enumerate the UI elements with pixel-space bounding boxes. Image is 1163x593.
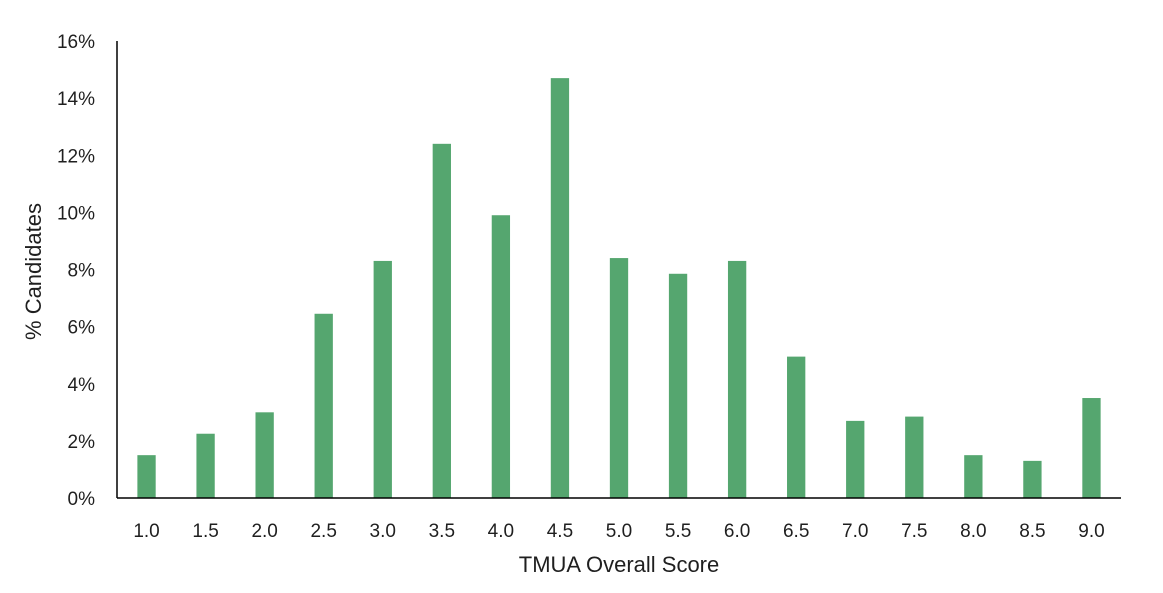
bar: [196, 433, 215, 498]
bar: [964, 455, 983, 498]
x-tick-label: 4.0: [488, 521, 514, 542]
x-tick-label: 8.5: [1019, 521, 1045, 542]
y-axis-title: % Candidates: [21, 203, 46, 340]
bar: [1082, 398, 1101, 498]
x-tick-label: 7.0: [842, 521, 868, 542]
x-tick-label: 4.5: [547, 521, 573, 542]
x-tick-label: 1.5: [192, 521, 218, 542]
y-tick-labels: 0% 2% 4% 6% 8% 10% 12% 14% 16%: [57, 32, 95, 510]
bar: [137, 455, 156, 498]
bar: [432, 143, 451, 498]
bar: [787, 356, 806, 498]
x-tick-label: 5.0: [606, 521, 632, 542]
bar: [314, 313, 333, 498]
x-tick-label: 2.5: [310, 521, 336, 542]
x-tick-label: 2.0: [251, 521, 277, 542]
bar: [1023, 460, 1042, 498]
x-tick-label: 1.0: [133, 521, 159, 542]
bar: [905, 416, 924, 498]
y-tick-label: 14%: [57, 89, 95, 110]
y-tick-label: 0%: [68, 489, 96, 510]
y-tick-label: 2%: [68, 432, 96, 453]
y-tick-label: 10%: [57, 203, 95, 224]
x-axis-title: TMUA Overall Score: [519, 552, 720, 577]
bar: [727, 260, 747, 498]
bar: [668, 273, 688, 498]
bar: [609, 258, 629, 498]
x-tick-labels: 1.0 1.5 2.0 2.5 3.0 3.5 4.0 4.5 5.0 5.5 6.0 6.5 7.0 7…: [133, 521, 1104, 542]
x-tick-label: 8.0: [960, 521, 986, 542]
y-tick-label: 8%: [68, 261, 96, 282]
y-tick-label: 16%: [57, 32, 95, 53]
bar: [846, 420, 865, 498]
x-tick-label: 5.5: [665, 521, 691, 542]
x-tick-label: 6.5: [783, 521, 809, 542]
x-tick-label: 6.0: [724, 521, 750, 542]
bar: [255, 412, 274, 498]
bar: [373, 260, 392, 498]
y-tick-label: 6%: [68, 318, 96, 339]
x-tick-label: 3.5: [429, 521, 455, 542]
x-tick-label: 9.0: [1078, 521, 1104, 542]
y-tick-label: 12%: [57, 146, 95, 167]
y-tick-label: 4%: [68, 375, 96, 396]
x-tick-label: 7.5: [901, 521, 927, 542]
bar: [491, 215, 511, 499]
bars: [137, 78, 1101, 499]
x-tick-label: 3.0: [370, 521, 396, 542]
bar: [550, 78, 570, 498]
